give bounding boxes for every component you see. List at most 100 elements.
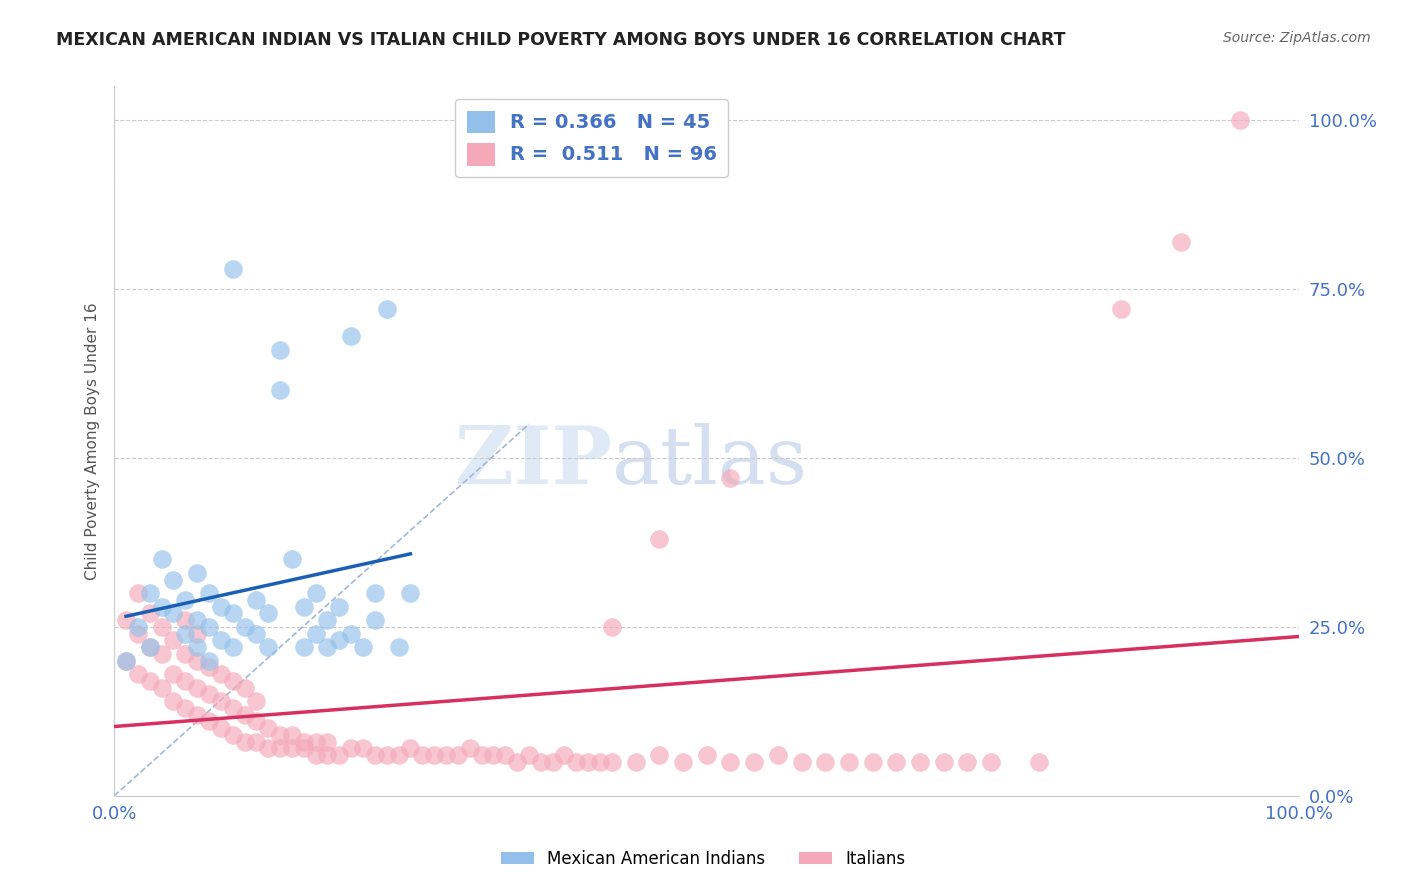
Point <box>209 633 232 648</box>
Point <box>115 654 138 668</box>
Point <box>387 640 409 654</box>
Point <box>150 552 173 566</box>
Point <box>162 694 184 708</box>
Point <box>221 261 243 276</box>
Point <box>399 586 422 600</box>
Point <box>600 755 623 769</box>
Point <box>281 741 304 756</box>
Point <box>576 755 599 769</box>
Point <box>364 613 387 627</box>
Point <box>233 681 256 695</box>
Point <box>269 728 291 742</box>
Point <box>209 599 232 614</box>
Point <box>269 384 291 398</box>
Point <box>162 573 184 587</box>
Point <box>174 701 197 715</box>
Point <box>447 748 470 763</box>
Point <box>742 755 765 769</box>
Point <box>1229 113 1251 128</box>
Point <box>198 660 221 674</box>
Point <box>174 592 197 607</box>
Point <box>884 755 907 769</box>
Point <box>292 735 315 749</box>
Point <box>862 755 884 769</box>
Point <box>292 599 315 614</box>
Point <box>304 586 326 600</box>
Point <box>174 673 197 688</box>
Point <box>1028 755 1050 769</box>
Point <box>814 755 837 769</box>
Point <box>139 586 162 600</box>
Point <box>221 728 243 742</box>
Text: atlas: atlas <box>612 424 807 501</box>
Point <box>115 613 138 627</box>
Point <box>589 755 612 769</box>
Point <box>221 701 243 715</box>
Point <box>186 681 208 695</box>
Point <box>245 714 267 729</box>
Point <box>672 755 695 769</box>
Point <box>423 748 446 763</box>
Point <box>139 673 162 688</box>
Point <box>292 741 315 756</box>
Text: MEXICAN AMERICAN INDIAN VS ITALIAN CHILD POVERTY AMONG BOYS UNDER 16 CORRELATION: MEXICAN AMERICAN INDIAN VS ITALIAN CHILD… <box>56 31 1066 49</box>
Point <box>328 748 350 763</box>
Point <box>648 532 671 546</box>
Point <box>316 613 339 627</box>
Point <box>221 607 243 621</box>
Point <box>127 626 149 640</box>
Point <box>316 735 339 749</box>
Point <box>304 748 326 763</box>
Point <box>328 633 350 648</box>
Point <box>209 721 232 735</box>
Point <box>186 613 208 627</box>
Point <box>718 471 741 485</box>
Point <box>340 741 363 756</box>
Point <box>364 748 387 763</box>
Point <box>245 694 267 708</box>
Point <box>139 640 162 654</box>
Point <box>269 741 291 756</box>
Point <box>399 741 422 756</box>
Point <box>186 626 208 640</box>
Point <box>316 748 339 763</box>
Point <box>162 607 184 621</box>
Point <box>174 613 197 627</box>
Point <box>517 748 540 763</box>
Point <box>281 728 304 742</box>
Point <box>304 626 326 640</box>
Point <box>233 620 256 634</box>
Point <box>245 592 267 607</box>
Point <box>198 586 221 600</box>
Point <box>458 741 481 756</box>
Point <box>198 714 221 729</box>
Point <box>209 694 232 708</box>
Point <box>553 748 575 763</box>
Point <box>245 735 267 749</box>
Point <box>565 755 588 769</box>
Point <box>696 748 718 763</box>
Point <box>233 735 256 749</box>
Point <box>340 626 363 640</box>
Point <box>932 755 955 769</box>
Point <box>434 748 457 763</box>
Point <box>304 735 326 749</box>
Point <box>198 620 221 634</box>
Point <box>150 647 173 661</box>
Point <box>127 586 149 600</box>
Point <box>482 748 505 763</box>
Point <box>221 673 243 688</box>
Point <box>233 707 256 722</box>
Point <box>600 620 623 634</box>
Point <box>1170 235 1192 249</box>
Point <box>257 721 280 735</box>
Point <box>139 640 162 654</box>
Y-axis label: Child Poverty Among Boys Under 16: Child Poverty Among Boys Under 16 <box>86 302 100 580</box>
Point <box>198 654 221 668</box>
Text: Source: ZipAtlas.com: Source: ZipAtlas.com <box>1223 31 1371 45</box>
Point <box>956 755 979 769</box>
Point <box>980 755 1002 769</box>
Point <box>340 329 363 343</box>
Point <box>115 654 138 668</box>
Point <box>150 599 173 614</box>
